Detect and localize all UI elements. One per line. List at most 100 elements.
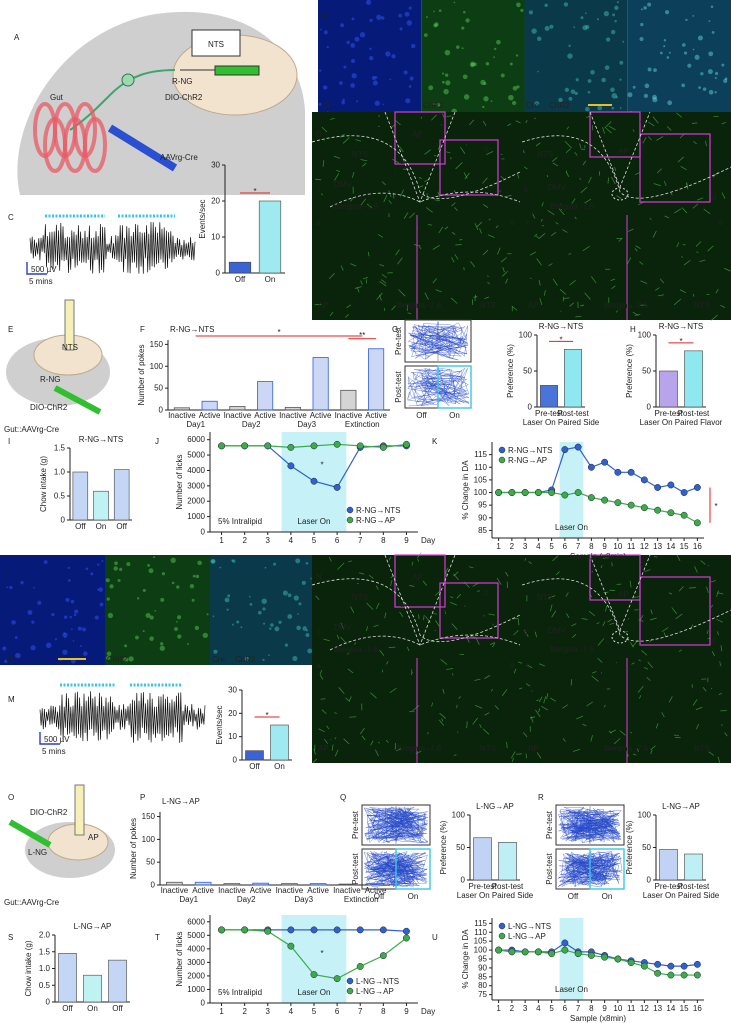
cell [264,566,267,569]
fiber [360,159,368,162]
x-tick-label: Off [62,1004,73,1013]
fiber [695,241,702,247]
fiber [532,213,536,219]
cell [619,107,622,109]
y-axis-label: Chow intake (g) [24,940,33,996]
fiber [510,751,516,759]
cell [284,643,289,647]
panel-letter: D [316,130,322,139]
fiber [538,708,541,713]
bar-label: Inactive [161,886,189,895]
cell [296,625,301,631]
fiber [650,745,656,751]
fiber [434,629,436,632]
bar [684,350,703,408]
schematic-label: DIO-ChR2 [30,808,68,817]
x-tick-label: 6 [563,542,568,551]
row-label: Pre-test [545,810,554,839]
fiber [392,158,400,164]
fiber [582,723,587,727]
cell [544,26,550,31]
cell [282,590,288,596]
panel-letter: L [6,571,11,580]
fiber [525,120,528,124]
cell [666,56,670,59]
panel-letter: E [8,325,13,334]
micrograph-label: DMV [548,626,566,635]
bar [228,261,252,274]
schematic-label: DIO-ChR2 [165,93,203,102]
cell [516,2,521,8]
fiber [552,278,558,286]
cell [622,40,625,43]
legend-label: L-NG→AP [508,932,546,941]
micrograph [522,555,731,658]
micrograph-label: Bregma -7.5 [550,202,595,211]
fiber [321,709,327,715]
fiber [331,744,334,751]
cell [408,85,412,88]
fiber [418,246,422,250]
cell [398,13,402,18]
x-axis-label: Sample (x8min) [570,1014,626,1023]
cell [37,600,42,605]
fiber [584,198,592,204]
legend-label: R-NG→AP [356,516,395,525]
cell [305,633,310,637]
cell [694,54,700,60]
fiber [522,150,525,154]
significance: * [265,711,268,720]
panel-letter: F [140,325,145,334]
cell [106,651,112,656]
cell [195,574,200,579]
micrograph-label: a [316,661,321,670]
point [693,519,701,527]
cell [27,610,33,615]
cell [149,636,154,641]
cell [106,655,111,661]
point [640,504,648,512]
fiber [540,218,543,222]
cell [434,22,439,27]
fiber [398,289,406,297]
y-tick-label: 2000 [187,971,205,980]
cell [376,14,382,20]
cell [685,18,688,22]
fiber [664,215,670,219]
cell [351,17,355,21]
fiber [695,706,703,711]
y-tick-label: 100 [142,835,156,844]
micrograph-label: c [526,218,530,227]
fiber [312,758,318,763]
fiber [439,712,446,719]
fiber [383,194,388,203]
fiber [536,699,539,701]
fiber [505,571,509,577]
x-tick-label: 11 [627,542,636,551]
fiber [389,687,397,693]
cell [461,26,465,30]
fiber [666,126,672,131]
region-box [439,139,499,196]
fiber [635,172,640,175]
fiber [449,601,457,606]
panel-letter: G [392,325,398,334]
scale-label: 5 mins [42,747,66,756]
fiber [383,307,386,311]
bar [258,200,282,274]
y-tick-label: 50 [523,367,532,376]
x-tick-label: Off [112,1004,123,1013]
fiber [710,580,717,583]
cell [212,615,215,618]
fiber [597,638,605,646]
bar [284,406,301,411]
fiber [591,675,599,682]
micrograph-label: Bregma -7.6 [397,744,442,753]
x-tick-label: 3 [266,536,271,545]
fiber [328,272,335,280]
fiber [342,137,350,144]
cell [590,69,595,75]
cell [213,649,218,654]
fiber [487,234,495,238]
cell [82,651,88,656]
